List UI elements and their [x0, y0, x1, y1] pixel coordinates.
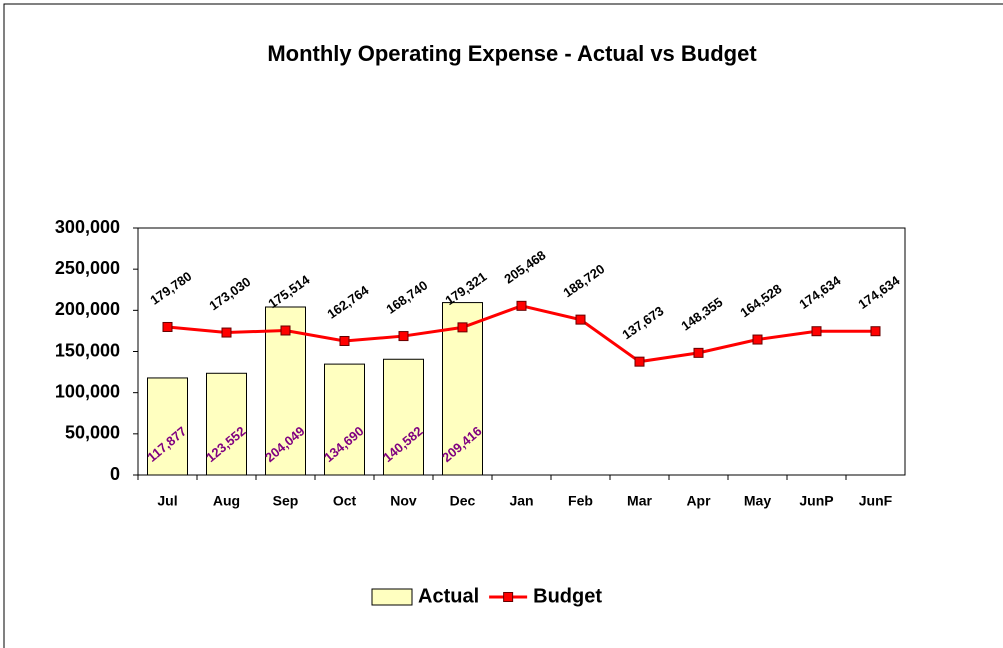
point-marker — [162, 321, 173, 332]
bar — [206, 372, 247, 476]
point-marker — [752, 334, 763, 345]
point-marker — [457, 322, 468, 333]
legend-marker — [503, 592, 514, 602]
y-tick-label: 250,000 — [55, 258, 120, 278]
y-tick-label: 300,000 — [55, 217, 120, 237]
legend-swatch — [371, 588, 413, 606]
chart-title: Monthly Operating Expense - Actual vs Bu… — [267, 41, 757, 66]
point-marker — [575, 314, 586, 325]
point-marker — [811, 326, 822, 337]
y-tick-label: 50,000 — [65, 423, 120, 443]
x-tick-label: May — [744, 493, 771, 509]
x-tick-label: Jan — [509, 493, 533, 509]
point-marker — [693, 347, 704, 358]
legend-label: Actual — [418, 585, 479, 607]
point-marker — [280, 325, 291, 336]
bar — [383, 358, 424, 476]
point-marker — [870, 326, 881, 337]
x-tick-label: Aug — [213, 493, 240, 509]
y-tick-label: 200,000 — [55, 299, 120, 319]
x-tick-label: Nov — [390, 493, 417, 509]
point-marker — [398, 331, 409, 342]
point-marker — [221, 327, 232, 338]
legend-label: Budget — [533, 585, 602, 607]
y-tick-label: 0 — [110, 464, 120, 484]
y-tick-label: 150,000 — [55, 340, 120, 360]
point-marker — [339, 335, 350, 346]
bar — [324, 363, 365, 476]
point-marker — [634, 356, 645, 367]
x-tick-label: Feb — [568, 493, 593, 509]
x-tick-label: Apr — [686, 493, 711, 509]
bar — [147, 377, 188, 476]
x-tick-label: Jul — [157, 493, 177, 509]
x-tick-label: Mar — [627, 493, 652, 509]
x-tick-label: Sep — [273, 493, 299, 509]
y-tick-label: 100,000 — [55, 381, 120, 401]
x-tick-label: Oct — [333, 493, 357, 509]
x-tick-label: JunP — [799, 493, 833, 509]
x-tick-label: Dec — [450, 493, 476, 509]
x-tick-label: JunF — [859, 493, 893, 509]
point-marker — [516, 300, 527, 311]
